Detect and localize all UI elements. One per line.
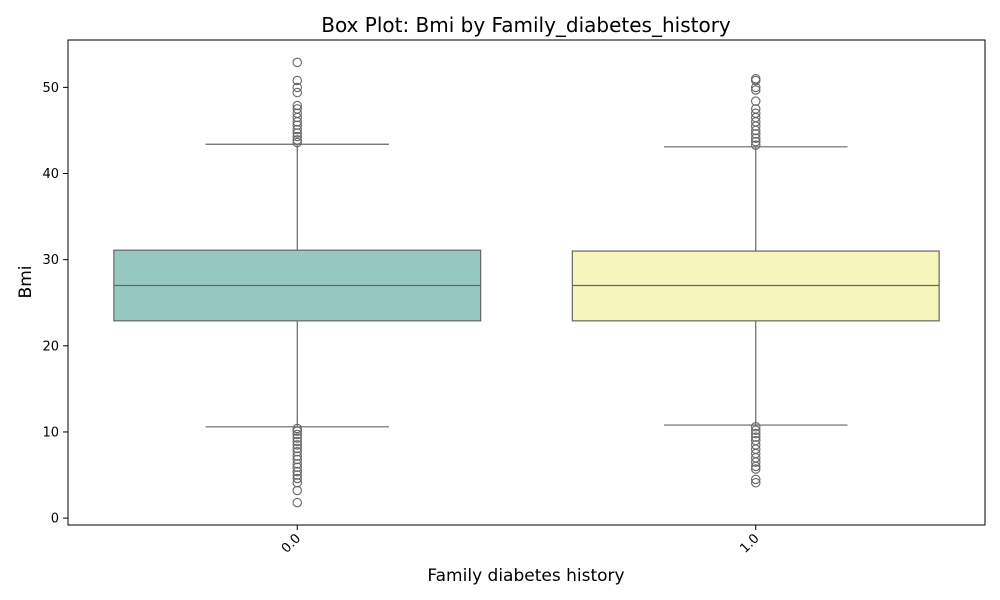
outlier-point bbox=[292, 440, 302, 450]
outlier-point bbox=[292, 473, 302, 484]
outlier-point bbox=[292, 108, 302, 118]
outlier-point bbox=[292, 57, 302, 68]
outlier-point bbox=[292, 443, 302, 454]
outlier-point bbox=[750, 422, 761, 432]
outlier-point bbox=[750, 425, 761, 435]
outlier-point bbox=[292, 478, 302, 488]
outlier-point bbox=[750, 74, 761, 84]
outlier-point bbox=[292, 429, 302, 440]
outlier-point bbox=[292, 82, 302, 93]
y-tick-label: 30 bbox=[42, 253, 59, 268]
x-tick-label: 1.0 bbox=[737, 531, 762, 556]
y-tick-label: 0 bbox=[51, 512, 59, 527]
y-axis-label: Bmi bbox=[16, 266, 36, 299]
outlier-point bbox=[750, 435, 761, 446]
outlier-point bbox=[292, 120, 302, 131]
outlier-point bbox=[750, 136, 761, 147]
box-group-0.0 bbox=[113, 57, 482, 508]
outlier-point bbox=[292, 423, 302, 434]
y-tick-label: 20 bbox=[42, 339, 59, 354]
outlier-point bbox=[750, 478, 761, 488]
outlier-point bbox=[292, 447, 302, 457]
outlier-point bbox=[750, 129, 761, 139]
outlier-point bbox=[292, 462, 302, 473]
outlier-point bbox=[750, 104, 761, 114]
plot-frame bbox=[67, 39, 986, 526]
outlier-point bbox=[750, 108, 761, 118]
outlier-point bbox=[750, 464, 761, 474]
outlier-point bbox=[292, 451, 302, 461]
outlier-point bbox=[292, 485, 302, 496]
outlier-point bbox=[750, 440, 761, 450]
outlier-point bbox=[292, 100, 302, 111]
outlier-point bbox=[292, 87, 302, 98]
outlier-point bbox=[292, 128, 302, 138]
outlier-point bbox=[750, 140, 761, 150]
y-axis: 0 10 20 30 40 50 bbox=[42, 81, 68, 527]
y-tick-label: 10 bbox=[42, 425, 59, 440]
outlier-point bbox=[292, 131, 302, 142]
outlier-point bbox=[750, 428, 761, 439]
outlier-point bbox=[292, 454, 302, 465]
outlier-point bbox=[750, 432, 761, 442]
outlier-point bbox=[750, 133, 761, 143]
outlier-point bbox=[292, 497, 302, 508]
outlier-point bbox=[292, 459, 302, 469]
outlier-point bbox=[292, 124, 302, 135]
outlier-point bbox=[292, 137, 302, 148]
x-axis-label: Family diabetes history bbox=[427, 566, 624, 586]
x-tick-label: 0.0 bbox=[279, 531, 304, 556]
outlier-point bbox=[292, 75, 302, 86]
outlier-point bbox=[750, 474, 761, 485]
outlier-point bbox=[292, 433, 302, 443]
outlier-point bbox=[292, 135, 302, 145]
outlier-point bbox=[292, 470, 302, 480]
y-tick-label: 50 bbox=[42, 81, 59, 96]
chart-title: Box Plot: Bmi by Family_diabetes_history bbox=[321, 13, 731, 37]
plot-area bbox=[113, 57, 940, 508]
y-tick-label: 40 bbox=[42, 167, 59, 182]
outlier-point bbox=[292, 426, 302, 436]
outlier-point bbox=[750, 96, 761, 106]
outlier-point bbox=[292, 466, 302, 477]
outlier-point bbox=[750, 85, 761, 95]
outlier-point bbox=[292, 104, 302, 114]
box-group-1.0 bbox=[571, 74, 940, 488]
outlier-point bbox=[292, 436, 302, 447]
x-axis: 0.0 1.0 bbox=[279, 525, 763, 556]
